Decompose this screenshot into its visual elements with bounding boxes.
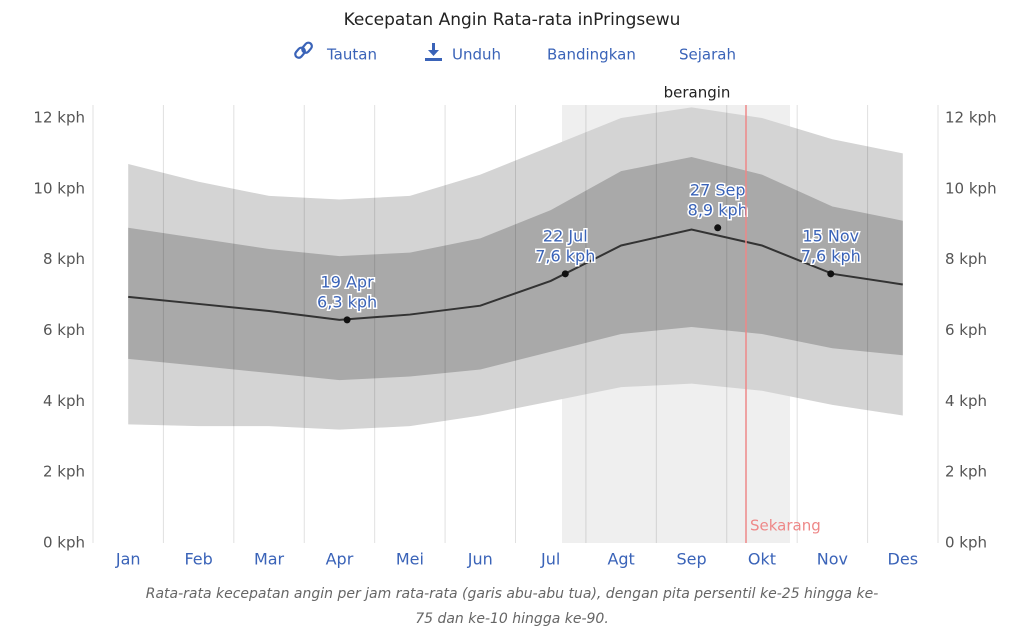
link-sejarah[interactable]: Sejarah: [679, 46, 736, 64]
x-tick-label: Nov: [817, 550, 848, 569]
annotation-date: 19 Apr: [321, 272, 375, 291]
link-tautan[interactable]: Tautan: [326, 46, 377, 64]
x-tick-label: Jan: [115, 550, 141, 569]
y-tick-label: 4 kph: [43, 392, 85, 410]
y-tick-label: 12 kph: [33, 109, 85, 127]
annotation-date: 22 Jul: [543, 226, 588, 245]
x-tick-label: Feb: [184, 550, 212, 569]
annotation-dot: [714, 224, 721, 231]
link-unduh[interactable]: Unduh: [452, 46, 501, 64]
x-tick-label: Okt: [748, 550, 776, 569]
link-icon: [294, 41, 313, 59]
y-tick-label: 10 kph: [33, 179, 85, 197]
x-tick-label: Mar: [254, 550, 285, 569]
y2-tick-label: 2 kph: [945, 463, 987, 481]
annotation-date: 15 Nov: [802, 226, 859, 245]
y-tick-label: 0 kph: [43, 534, 85, 552]
annotation-dot: [562, 270, 569, 277]
x-tick-label: Jul: [540, 550, 560, 569]
annotation-value: 8,9 kph: [688, 200, 748, 219]
y2-tick-label: 8 kph: [945, 250, 987, 268]
chart-title: Kecepatan Angin Rata-rata inPringsewu: [344, 10, 681, 30]
caption: Rata-rata kecepatan angin per jam rata-r…: [146, 586, 879, 602]
y2-tick-label: 12 kph: [945, 109, 997, 127]
annotation-date: 27 Sep: [690, 180, 746, 199]
y2-tick-label: 0 kph: [945, 534, 987, 552]
link-bandingkan[interactable]: Bandingkan: [547, 46, 636, 64]
annotation-value: 7,6 kph: [535, 246, 595, 265]
chart: Kecepatan Angin Rata-rata inPringsewu Ta…: [0, 0, 1025, 633]
caption: 75 dan ke-10 hingga ke-90.: [415, 611, 609, 627]
annotation-value: 6,3 kph: [317, 292, 377, 311]
annotation-dot: [344, 316, 351, 323]
y-tick-label: 8 kph: [43, 250, 85, 268]
now-label: Sekarang: [750, 517, 821, 535]
x-tick-label: Sep: [676, 550, 706, 569]
x-tick-label: Mei: [396, 550, 424, 569]
y2-tick-label: 10 kph: [945, 179, 997, 197]
y-tick-label: 2 kph: [43, 463, 85, 481]
y2-tick-label: 6 kph: [945, 321, 987, 339]
x-tick-label: Des: [888, 550, 919, 569]
y-tick-label: 6 kph: [43, 321, 85, 339]
download-icon: [425, 43, 442, 61]
x-tick-label: Agt: [607, 550, 634, 569]
season-label: berangin: [664, 84, 731, 102]
annotation-dot: [827, 270, 834, 277]
y2-tick-label: 4 kph: [945, 392, 987, 410]
x-tick-label: Jun: [467, 550, 493, 569]
annotation-value: 7,6 kph: [801, 246, 861, 265]
x-tick-label: Apr: [326, 550, 354, 569]
